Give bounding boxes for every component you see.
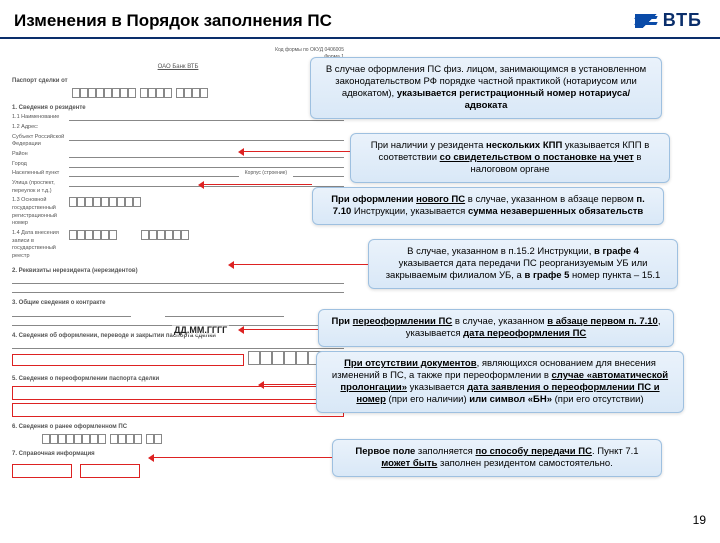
callout-4: В случае, указанном в п.15.2 Инструкции,… bbox=[368, 239, 678, 289]
connector-1 bbox=[200, 184, 312, 185]
form-sec5: 5. Сведения о переоформлении паспорта сд… bbox=[12, 375, 344, 383]
callout-6: При отсутствии документов, являющихся ос… bbox=[316, 351, 684, 413]
page-number: 19 bbox=[693, 513, 706, 527]
callout-6-text: При отсутствии документов, являющихся ос… bbox=[332, 358, 668, 405]
callout-5: При переоформлении ПС в случае, указанно… bbox=[318, 309, 674, 347]
connector-3 bbox=[230, 264, 368, 265]
red-highlight-4 bbox=[12, 464, 72, 478]
form-sec2: 2. Реквизиты нерезидента (нерезидентов) bbox=[12, 267, 344, 275]
red-highlight-3 bbox=[12, 403, 344, 417]
form-sec3: 3. Общие сведения о контракте bbox=[12, 299, 344, 307]
date-placeholder-label: ДД.ММ.ГГГГ bbox=[172, 325, 229, 335]
connector-2 bbox=[240, 151, 350, 152]
callout-3: При оформлении нового ПС в случае, указа… bbox=[312, 187, 664, 225]
logo-text: ВТБ bbox=[663, 10, 702, 31]
red-highlight-2 bbox=[12, 386, 344, 400]
callout-7: Первое поле заполняется по способу перед… bbox=[332, 439, 662, 477]
callout-1: В случае оформления ПС физ. лицом, заним… bbox=[310, 57, 662, 119]
callout-4-text: В случае, указанном в п.15.2 Инструкции,… bbox=[386, 246, 661, 281]
connector-7 bbox=[150, 457, 332, 458]
callout-7-text: Первое поле заполняется по способу перед… bbox=[355, 446, 638, 469]
logo-icon bbox=[635, 14, 657, 28]
page-title: Изменения в Порядок заполнения ПС bbox=[14, 11, 332, 31]
header: Изменения в Порядок заполнения ПС ВТБ bbox=[0, 0, 720, 39]
logo: ВТБ bbox=[635, 10, 702, 31]
connector-5 bbox=[240, 329, 318, 330]
connector-6 bbox=[260, 384, 316, 385]
red-highlight-1 bbox=[12, 354, 244, 366]
callout-3-text: При оформлении нового ПС в случае, указа… bbox=[331, 194, 645, 217]
form-sec0: Паспорт сделки от bbox=[12, 77, 344, 85]
form-org: ОАО Банк ВТБ bbox=[12, 63, 344, 71]
callout-1-text: В случае оформления ПС физ. лицом, заним… bbox=[326, 64, 646, 111]
form-sec6: 6. Сведения о ранее оформленном ПС bbox=[12, 423, 344, 431]
red-highlight-5 bbox=[80, 464, 140, 478]
callout-2: При наличии у резидента нескольких КПП у… bbox=[350, 133, 670, 183]
form-background: Код формы по ОКУД 0406005Форма 1 ОАО Бан… bbox=[8, 43, 348, 543]
content: Код формы по ОКУД 0406005Форма 1 ОАО Бан… bbox=[0, 39, 720, 535]
callout-2-text: При наличии у резидента нескольких КПП у… bbox=[371, 140, 650, 175]
form-sec1: 1. Сведения о резиденте bbox=[12, 104, 344, 112]
callout-5-text: При переоформлении ПС в случае, указанно… bbox=[332, 316, 661, 339]
